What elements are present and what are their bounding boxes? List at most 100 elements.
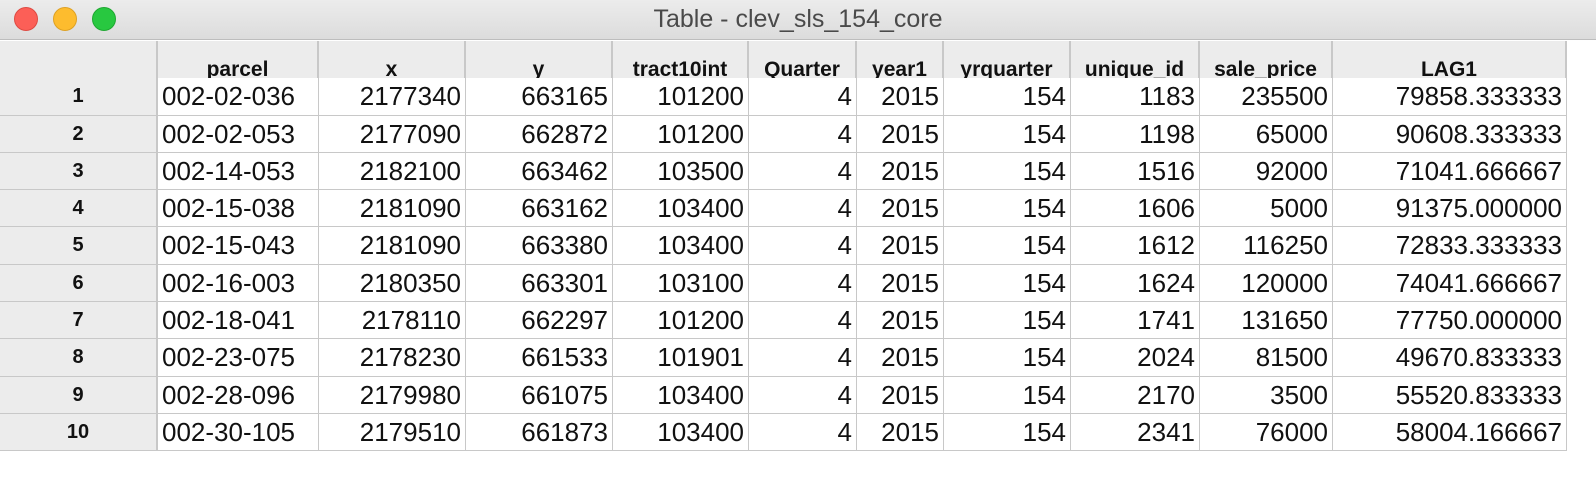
table-cell[interactable]: 663165 bbox=[466, 78, 613, 116]
table-cell[interactable]: 1606 bbox=[1071, 190, 1200, 228]
row-header[interactable]: 9 bbox=[0, 376, 158, 414]
table-cell[interactable]: 002-18-041 bbox=[158, 302, 319, 340]
table-cell[interactable]: 101901 bbox=[613, 339, 749, 377]
table-cell[interactable]: 2178110 bbox=[319, 302, 466, 340]
table-cell[interactable]: 4 bbox=[749, 78, 857, 116]
table-cell[interactable]: 91375.000000 bbox=[1333, 190, 1567, 228]
table-cell[interactable]: 101200 bbox=[613, 78, 749, 116]
table-cell[interactable]: 2180350 bbox=[319, 264, 466, 303]
table-cell[interactable]: 663301 bbox=[466, 264, 613, 303]
table-cell[interactable]: 154 bbox=[944, 190, 1071, 228]
zoom-window-button[interactable] bbox=[92, 7, 116, 31]
table-cell[interactable]: 2015 bbox=[857, 78, 944, 116]
table-cell[interactable]: 4 bbox=[749, 339, 857, 377]
table-cell[interactable]: 49670.833333 bbox=[1333, 339, 1567, 377]
table-cell[interactable]: 4 bbox=[749, 302, 857, 340]
table-cell[interactable]: 2015 bbox=[857, 413, 944, 452]
table-cell[interactable]: 661533 bbox=[466, 339, 613, 377]
table-cell[interactable]: 154 bbox=[944, 302, 1071, 340]
table-cell[interactable]: 2177340 bbox=[319, 78, 466, 116]
table-cell[interactable]: 2179510 bbox=[319, 413, 466, 452]
table-cell[interactable]: 002-28-096 bbox=[158, 376, 319, 414]
table-cell[interactable]: 131650 bbox=[1200, 302, 1333, 340]
row-header[interactable]: 1 bbox=[0, 78, 158, 116]
table-cell[interactable]: 1624 bbox=[1071, 264, 1200, 303]
table-cell[interactable]: 116250 bbox=[1200, 227, 1333, 265]
table-cell[interactable]: 2181090 bbox=[319, 227, 466, 265]
table-cell[interactable]: 103400 bbox=[613, 227, 749, 265]
table-cell[interactable]: 101200 bbox=[613, 115, 749, 153]
table-cell[interactable]: 2341 bbox=[1071, 413, 1200, 452]
table-cell[interactable]: 002-02-036 bbox=[158, 78, 319, 116]
table-cell[interactable]: 2170 bbox=[1071, 376, 1200, 414]
table-cell[interactable]: 2015 bbox=[857, 376, 944, 414]
table-cell[interactable]: 1183 bbox=[1071, 78, 1200, 116]
minimize-window-button[interactable] bbox=[53, 7, 77, 31]
table-cell[interactable]: 58004.166667 bbox=[1333, 413, 1567, 452]
data-table[interactable]: parcel x y tract10int Quarter year1 yrquarter u… bbox=[0, 41, 1567, 452]
table-cell[interactable]: 74041.666667 bbox=[1333, 264, 1567, 303]
table-cell[interactable]: 235500 bbox=[1200, 78, 1333, 116]
table-cell[interactable]: 662297 bbox=[466, 302, 613, 340]
table-cell[interactable]: 2182100 bbox=[319, 152, 466, 191]
table-cell[interactable]: 2015 bbox=[857, 115, 944, 153]
table-cell[interactable]: 154 bbox=[944, 376, 1071, 414]
table-cell[interactable]: 4 bbox=[749, 152, 857, 191]
table-cell[interactable]: 103400 bbox=[613, 413, 749, 452]
table-cell[interactable]: 154 bbox=[944, 115, 1071, 153]
table-cell[interactable]: 71041.666667 bbox=[1333, 152, 1567, 191]
table-cell[interactable]: 2181090 bbox=[319, 190, 466, 228]
table-cell[interactable]: 2015 bbox=[857, 152, 944, 191]
table-cell[interactable]: 103400 bbox=[613, 376, 749, 414]
table-cell[interactable]: 661873 bbox=[466, 413, 613, 452]
table-cell[interactable]: 3500 bbox=[1200, 376, 1333, 414]
table-cell[interactable]: 103400 bbox=[613, 190, 749, 228]
table-cell[interactable]: 2015 bbox=[857, 339, 944, 377]
row-header[interactable]: 3 bbox=[0, 152, 158, 191]
table-cell[interactable]: 2015 bbox=[857, 227, 944, 265]
table-cell[interactable]: 1612 bbox=[1071, 227, 1200, 265]
table-cell[interactable]: 002-23-075 bbox=[158, 339, 319, 377]
table-cell[interactable]: 154 bbox=[944, 413, 1071, 452]
table-cell[interactable]: 154 bbox=[944, 227, 1071, 265]
table-cell[interactable]: 4 bbox=[749, 264, 857, 303]
table-cell[interactable]: 002-15-043 bbox=[158, 227, 319, 265]
table-cell[interactable]: 4 bbox=[749, 413, 857, 452]
row-header[interactable]: 6 bbox=[0, 264, 158, 303]
table-cell[interactable]: 661075 bbox=[466, 376, 613, 414]
row-header[interactable]: 7 bbox=[0, 302, 158, 340]
row-header[interactable]: 10 bbox=[0, 413, 158, 452]
table-cell[interactable]: 4 bbox=[749, 227, 857, 265]
table-cell[interactable]: 101200 bbox=[613, 302, 749, 340]
table-cell[interactable]: 4 bbox=[749, 190, 857, 228]
table-cell[interactable]: 2177090 bbox=[319, 115, 466, 153]
table-cell[interactable]: 4 bbox=[749, 376, 857, 414]
table-cell[interactable]: 77750.000000 bbox=[1333, 302, 1567, 340]
row-header[interactable]: 4 bbox=[0, 190, 158, 228]
row-header[interactable]: 2 bbox=[0, 115, 158, 153]
table-cell[interactable]: 663380 bbox=[466, 227, 613, 265]
table-cell[interactable]: 103100 bbox=[613, 264, 749, 303]
table-cell[interactable]: 81500 bbox=[1200, 339, 1333, 377]
table-cell[interactable]: 002-15-038 bbox=[158, 190, 319, 228]
table-cell[interactable]: 2015 bbox=[857, 190, 944, 228]
table-cell[interactable]: 2015 bbox=[857, 302, 944, 340]
table-cell[interactable]: 120000 bbox=[1200, 264, 1333, 303]
table-cell[interactable]: 72833.333333 bbox=[1333, 227, 1567, 265]
table-cell[interactable]: 103500 bbox=[613, 152, 749, 191]
table-cell[interactable]: 002-14-053 bbox=[158, 152, 319, 191]
table-cell[interactable]: 2178230 bbox=[319, 339, 466, 377]
table-cell[interactable]: 002-16-003 bbox=[158, 264, 319, 303]
row-header[interactable]: 8 bbox=[0, 339, 158, 377]
table-cell[interactable]: 154 bbox=[944, 339, 1071, 377]
table-cell[interactable]: 2179980 bbox=[319, 376, 466, 414]
table-cell[interactable]: 76000 bbox=[1200, 413, 1333, 452]
title-bar[interactable]: Table - clev_sls_154_core bbox=[0, 0, 1596, 40]
close-window-button[interactable] bbox=[14, 7, 38, 31]
table-cell[interactable]: 65000 bbox=[1200, 115, 1333, 153]
table-cell[interactable]: 1741 bbox=[1071, 302, 1200, 340]
table-cell[interactable]: 1198 bbox=[1071, 115, 1200, 153]
table-cell[interactable]: 5000 bbox=[1200, 190, 1333, 228]
table-cell[interactable]: 154 bbox=[944, 152, 1071, 191]
table-cell[interactable]: 90608.333333 bbox=[1333, 115, 1567, 153]
